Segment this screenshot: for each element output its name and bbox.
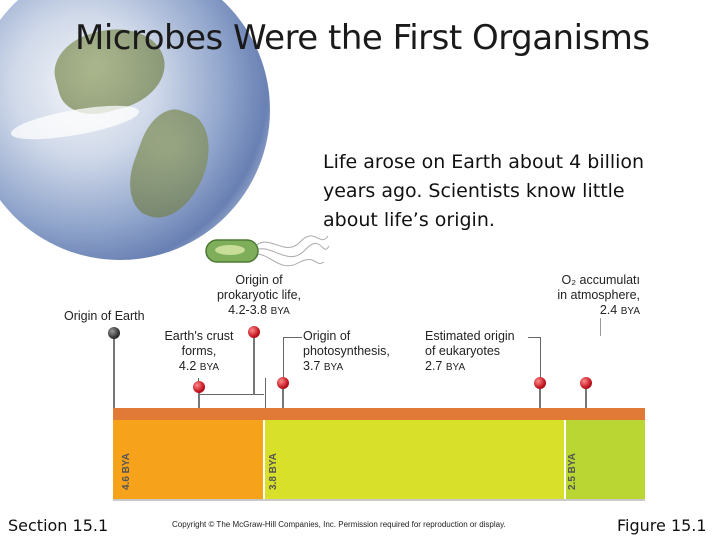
oxygen-leader [600,318,601,336]
segment-hadean [113,420,264,500]
time-unit: BYA [323,362,344,373]
marker-stick [539,385,541,408]
segment-label-4-6: 4.6 BYA [121,453,132,490]
segment-divider [263,420,265,500]
marker-eukaryotes [534,377,546,389]
copyright-notice: Copyright © The McGraw-Hill Companies, I… [172,520,506,529]
time-value: 2.7 [425,359,443,373]
segment-proterozoic [565,420,645,500]
crust-bracket [198,378,266,408]
marker-stick [253,335,255,395]
segment-label-3-8: 3.8 BYA [268,453,279,490]
body-text: Life arose on Earth about 4 billion year… [323,151,645,231]
timeline-bottom-line [113,499,645,501]
label-eukaryotes: Estimated origin of eukaryotes 2.7 BYA [425,329,515,373]
marker-prokaryotic-life [248,326,260,338]
marker-stick [113,336,115,408]
label-photosynthesis: Origin of photosynthesis, 3.7 BYA [303,329,390,373]
time-unit: BYA [199,362,220,373]
time-value: 4.2-3.8 [228,303,268,317]
segment-label-2-5: 2.5 BYA [567,453,578,490]
figure-label: Figure 15.1 [617,516,707,535]
slide-title: Microbes Were the First Organisms [75,18,650,58]
globe-landmass [118,101,222,229]
segment-divider [564,420,566,500]
label-oxygen: O₂ accumulatı in atmosphere, 2.4 BYA [557,273,640,317]
marker-oxygen [580,377,592,389]
crust-bracket-top [198,394,264,395]
marker-stick [585,385,587,408]
segment-archean [264,420,565,500]
label-prokaryotic-life: Origin of prokaryotic life, 4.2-3.8 BYA [216,273,302,317]
label-origin-of-earth: Origin of Earth [64,309,145,323]
time-value: 4.2 [178,359,197,373]
earth-globe-image [0,0,270,260]
time-unit: BYA [445,362,466,373]
label-crust-forms: Earth's crust forms, 4.2 BYA [164,329,234,373]
time-value: 2.4 [599,303,618,317]
marker-stick [198,390,200,408]
section-label: Section 15.1 [8,516,109,535]
marker-stick [282,385,284,408]
time-unit: BYA [620,306,640,317]
marker-origin-of-earth [108,327,120,339]
bacterium-icon [205,235,330,267]
timeline-top-bar [113,408,645,420]
time-unit: BYA [270,306,290,317]
eukaryote-leader [528,337,541,378]
photosynthesis-leader [283,337,302,378]
marker-crust-forms [193,381,205,393]
marker-photosynthesis [277,377,289,389]
time-value: 3.7 [303,359,321,373]
